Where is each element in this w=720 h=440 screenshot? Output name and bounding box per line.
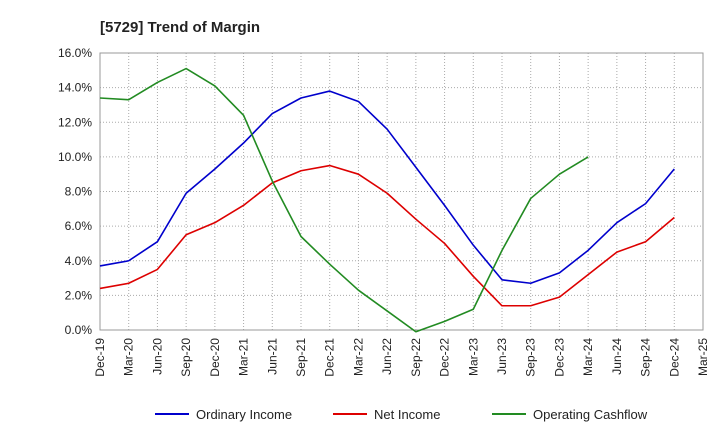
x-tick-label: Dec-20 <box>208 338 222 377</box>
x-tick-label: Dec-24 <box>667 338 681 377</box>
y-tick-label: 12.0% <box>58 115 92 129</box>
x-tick-label: Sep-20 <box>179 338 193 377</box>
y-tick-label: 8.0% <box>65 185 93 199</box>
x-tick-label: Dec-23 <box>552 338 566 377</box>
y-tick-label: 0.0% <box>65 323 93 337</box>
x-tick-label: Jun-24 <box>610 338 624 375</box>
x-tick-label: Sep-22 <box>409 338 423 377</box>
x-tick-label: Jun-22 <box>380 338 394 375</box>
x-tick-label: Jun-20 <box>150 338 164 375</box>
x-tick-label: Dec-21 <box>323 338 337 377</box>
y-tick-label: 10.0% <box>58 150 92 164</box>
legend-label: Operating Cashflow <box>533 407 648 422</box>
legend-label: Net Income <box>374 407 440 422</box>
series-lines <box>99 67 675 333</box>
x-tick-label: Mar-21 <box>237 338 251 376</box>
chart-title: [5729] Trend of Margin <box>100 19 260 36</box>
x-tick-label: Mar-25 <box>696 338 710 376</box>
x-tick-label: Mar-24 <box>581 338 595 376</box>
plot-area-frame <box>99 52 704 331</box>
legend-label: Ordinary Income <box>196 407 292 422</box>
x-tick-label: Jun-23 <box>495 338 509 375</box>
x-tick-label: Sep-23 <box>524 338 538 377</box>
x-tick-label: Mar-20 <box>122 338 136 376</box>
y-tick-label: 6.0% <box>65 219 93 233</box>
x-tick-label: Jun-21 <box>265 338 279 375</box>
grid-lines <box>100 52 703 331</box>
y-tick-label: 14.0% <box>58 81 92 95</box>
series-line-operating-cashflow <box>99 67 589 333</box>
x-tick-label: Sep-24 <box>639 338 653 377</box>
y-tick-label: 16.0% <box>58 46 92 60</box>
x-tick-label: Sep-21 <box>294 338 308 377</box>
x-tick-label: Mar-22 <box>351 338 365 376</box>
x-axis-ticks: Dec-19 Mar-20 Jun-20 Sep-20 Dec-20 Mar-21 Jun-… <box>93 338 710 377</box>
x-tick-label: Mar-23 <box>466 338 480 376</box>
y-tick-label: 2.0% <box>65 288 93 302</box>
x-tick-label: Dec-19 <box>93 338 107 377</box>
y-tick-label: 4.0% <box>65 254 93 268</box>
x-tick-label: Dec-22 <box>438 338 452 377</box>
y-axis-ticks: 0.0% 2.0% 4.0% 6.0% 8.0% 10.0% 12.0% 14.0% 16.0% <box>58 46 92 337</box>
legend: Ordinary Income Net Income Operating Cashf… <box>155 407 648 422</box>
